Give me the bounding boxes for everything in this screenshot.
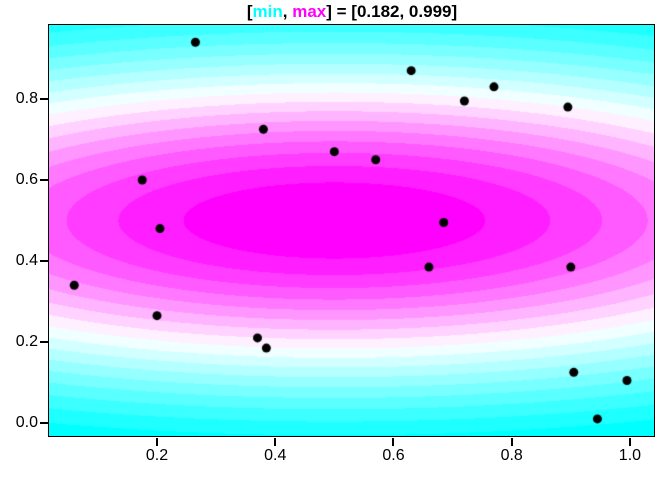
plot-title-segment: max <box>292 2 327 21</box>
plot-title: [min, max] = [0.182, 0.999] <box>49 2 655 22</box>
y-axis-tick-label: 0.4 <box>15 251 38 269</box>
x-axis-tick-label: 0.6 <box>382 447 405 464</box>
x-axis-tick <box>628 438 631 446</box>
y-axis-tick-label: 0.0 <box>15 413 38 431</box>
plot-title-segment: , <box>282 2 293 21</box>
y-axis-tick <box>40 340 48 343</box>
x-axis-tick <box>156 438 158 446</box>
plot-title-segment: [ <box>246 2 253 21</box>
plot-title-segment: ] = [0.182, 0.999] <box>326 2 458 21</box>
y-axis-tick <box>40 421 48 424</box>
x-axis-tick <box>510 438 513 446</box>
x-axis-tick <box>392 438 395 446</box>
y-axis-tick-label: 0.8 <box>15 89 38 107</box>
y-axis-tick <box>40 97 48 100</box>
y-axis-tick-label: 0.2 <box>15 332 38 350</box>
y-axis-tick <box>40 259 48 262</box>
x-axis-tick-label: 1.0 <box>618 447 642 464</box>
x-axis-tick <box>274 438 277 446</box>
x-axis-tick-label: 0.4 <box>264 447 287 464</box>
x-axis-tick-label: 0.2 <box>145 447 169 464</box>
y-axis-tick <box>40 178 48 181</box>
contour-plot-canvas <box>49 25 655 437</box>
y-axis-tick-label: 0.6 <box>15 170 38 188</box>
x-axis-tick-label: 0.8 <box>500 447 523 464</box>
plot-title-segment: min <box>252 2 283 21</box>
